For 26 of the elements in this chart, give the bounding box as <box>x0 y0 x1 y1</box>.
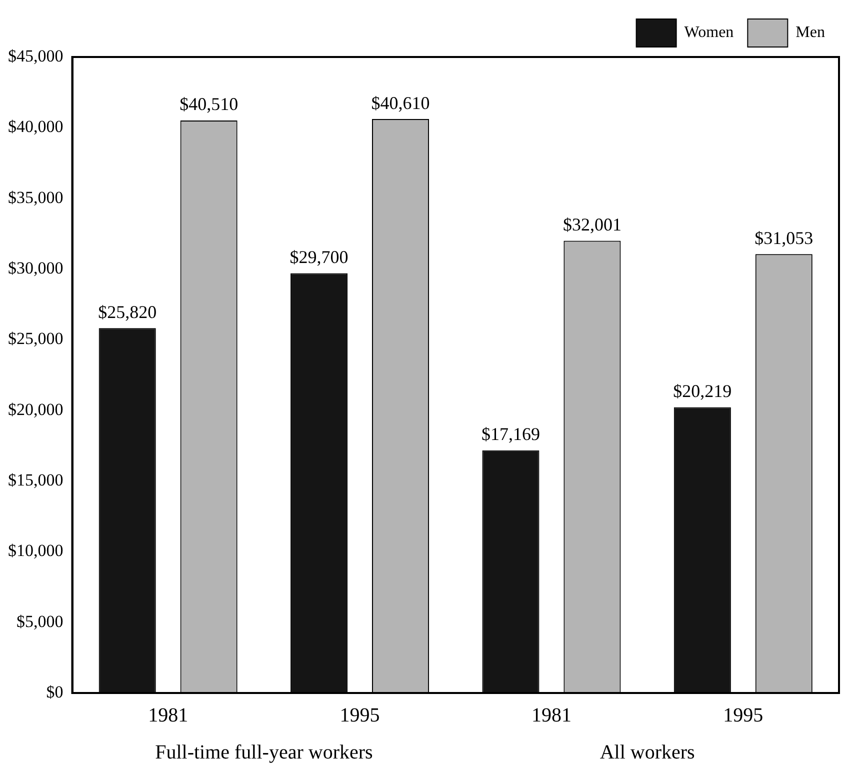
y-tick-label: $15,000 <box>8 470 64 490</box>
legend-label: Men <box>796 24 825 42</box>
y-tick-label: $40,000 <box>8 117 64 136</box>
data-label: $17,169 <box>481 424 540 444</box>
data-label: $31,053 <box>754 228 814 248</box>
y-tick-label: $30,000 <box>8 258 64 278</box>
x-tick-label: 1995 <box>723 704 764 726</box>
y-tick-label: $45,000 <box>8 46 64 66</box>
data-label: $40,610 <box>371 92 430 113</box>
data-label: $29,700 <box>290 246 348 267</box>
y-tick-label: $35,000 <box>8 188 64 207</box>
data-label: $25,820 <box>98 302 157 322</box>
text: Full-time full-year workers <box>155 741 374 764</box>
y-tick-label: $20,000 <box>8 400 64 419</box>
legend-label: Women <box>684 24 734 42</box>
text: All workers <box>600 741 696 764</box>
x-tick-label: 1995 <box>340 704 380 726</box>
x-tick-label: 1981 <box>148 704 188 726</box>
y-tick-label: $10,000 <box>8 541 64 560</box>
y-tick-label: $5,000 <box>16 612 64 631</box>
x-tick-label: 1981 <box>531 704 572 726</box>
y-tick-label: $25,000 <box>8 329 64 348</box>
data-label: $20,219 <box>673 380 732 401</box>
data-label: $40,510 <box>180 94 238 114</box>
y-tick-label: $0 <box>46 682 64 702</box>
data-label: $32,001 <box>562 214 622 234</box>
